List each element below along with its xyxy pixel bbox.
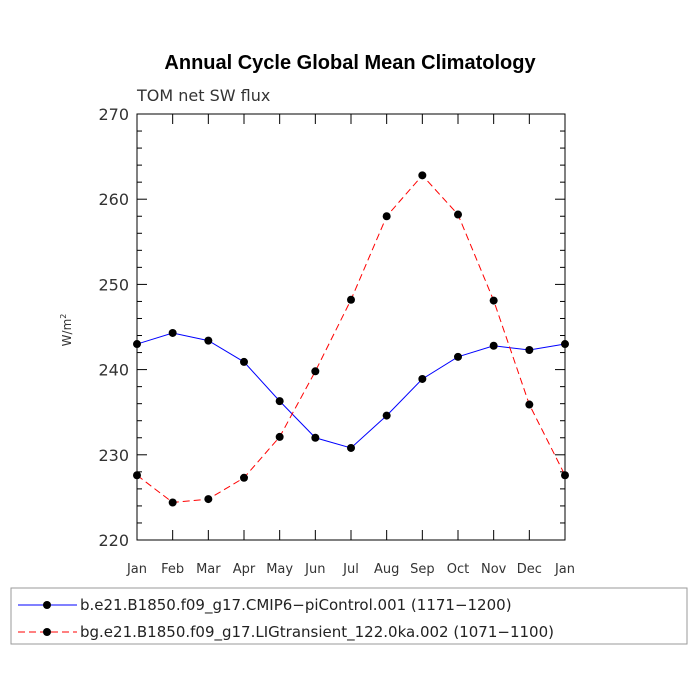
- series-0-point: [240, 357, 248, 366]
- series-1-point: [275, 432, 284, 441]
- x-tick-label: May: [266, 562, 293, 577]
- series-1-point: [311, 367, 320, 376]
- series-0-point: [275, 397, 284, 406]
- x-tick-label: Oct: [447, 562, 469, 577]
- legend-marker-1: [43, 628, 51, 636]
- series-1-point: [347, 295, 355, 304]
- x-tick-label: Jan: [126, 562, 147, 577]
- legend-marker-0: [43, 601, 51, 609]
- series-1-point: [168, 498, 177, 507]
- chart-subtitle: TOM net SW flux: [136, 86, 270, 105]
- x-tick-label: Jul: [342, 562, 359, 577]
- series-0-point: [525, 346, 534, 355]
- series-0-point: [489, 341, 498, 350]
- x-tick-label: Apr: [233, 562, 256, 577]
- x-tick-label: Sep: [410, 562, 435, 577]
- series-0-point: [204, 336, 213, 345]
- series-line-0: [136, 332, 566, 449]
- y-tick-label: 220: [98, 531, 129, 550]
- series-1-point: [489, 296, 498, 305]
- series-1-point: [418, 171, 427, 180]
- y-tick-label: 270: [98, 105, 129, 124]
- series-0-point: [382, 411, 391, 420]
- series-1-point: [382, 212, 391, 221]
- legend-entry-1: bg.e21.B1850.f09_g17.LIGtransient_122.0k…: [80, 623, 554, 642]
- plot-frame: [136, 113, 566, 541]
- x-tick-label: Jun: [304, 562, 325, 577]
- legend-box: [10, 587, 688, 645]
- series-0-point: [454, 352, 462, 361]
- x-tick-label: Nov: [481, 562, 507, 577]
- series-0-point: [311, 433, 320, 442]
- y-axis-label-superscript: 2: [59, 314, 68, 319]
- axis-ticks: 220 230 240 250 260 270 Jan Feb Mar Apr May Jun Jul A…: [98, 105, 575, 577]
- series-layer: [133, 171, 569, 507]
- x-tick-label: Mar: [196, 562, 221, 577]
- y-tick-label: 230: [98, 446, 129, 465]
- x-tick-label: Aug: [374, 562, 399, 577]
- series-1-point: [240, 473, 248, 482]
- legend-entry-0: b.e21.B1850.f09_g17.CMIP6−piControl.001 …: [80, 596, 512, 615]
- x-tick-label: Feb: [161, 562, 184, 577]
- legend: b.e21.B1850.f09_g17.CMIP6−piControl.001 …: [10, 587, 688, 645]
- y-axis-label-base: W/m: [60, 319, 74, 347]
- y-tick-label: 240: [98, 361, 129, 380]
- series-0-point: [418, 374, 427, 383]
- series-1-point: [204, 495, 213, 504]
- series-0-point: [168, 328, 177, 337]
- series-1-point: [454, 210, 462, 219]
- series-1-point: [525, 400, 534, 409]
- x-tick-label: Jan: [554, 562, 575, 577]
- y-tick-label: 260: [98, 190, 129, 209]
- chart-title: Annual Cycle Global Mean Climatology: [164, 52, 536, 74]
- y-axis-label: W/m2: [59, 314, 74, 347]
- y-tick-label: 250: [98, 275, 129, 294]
- x-tick-label: Dec: [517, 562, 542, 577]
- series-0-point: [347, 443, 355, 452]
